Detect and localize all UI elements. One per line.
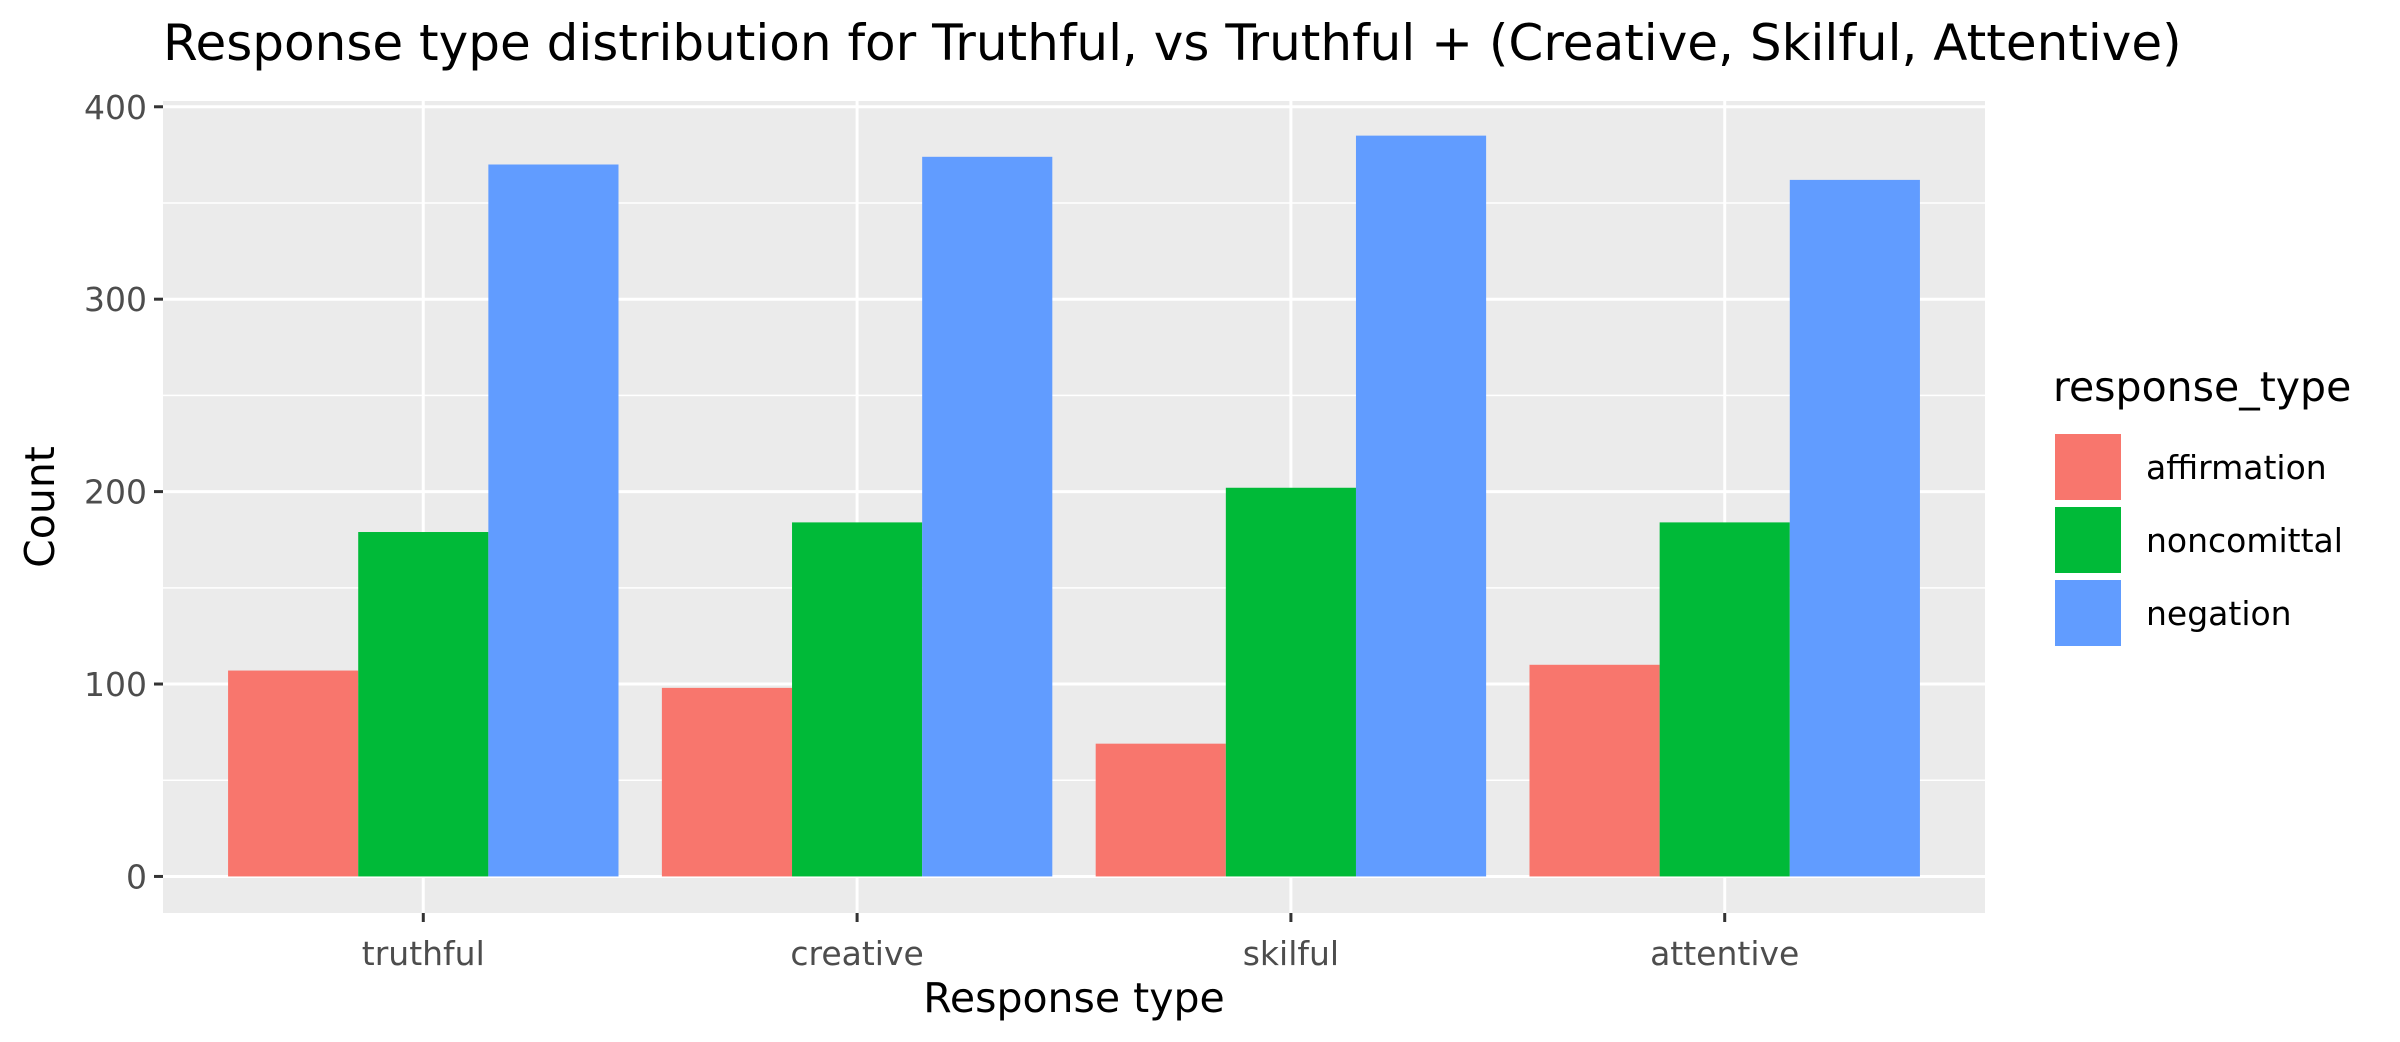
bar-noncomittal-creative <box>792 522 923 877</box>
bar-affirmation-creative <box>661 687 793 877</box>
bar-negation-attentive <box>1789 179 1920 877</box>
y-tick-label: 0 <box>126 857 147 896</box>
legend-label-noncomittal: noncomittal <box>2146 521 2343 560</box>
x-tick-label: creative <box>790 934 923 973</box>
legend-swatch-negation <box>2055 580 2121 646</box>
bar-noncomittal-skilful <box>1225 487 1356 877</box>
bar-affirmation-attentive <box>1529 664 1660 877</box>
legend-label-affirmation: affirmation <box>2146 448 2327 487</box>
chart-title: Response type distribution for Truthful,… <box>163 14 2182 72</box>
y-axis: 0 100 200 300 400 <box>84 88 163 896</box>
bar-noncomittal-attentive <box>1659 522 1790 877</box>
bar-negation-skilful <box>1355 135 1487 877</box>
legend-title: response_type <box>2053 363 2351 411</box>
x-tick-label: attentive <box>1650 934 1799 973</box>
legend: response_type affirmation noncomittal nega… <box>2053 363 2351 648</box>
legend-label-negation: negation <box>2146 594 2292 633</box>
bar-affirmation-truthful <box>228 670 359 877</box>
bar-affirmation-skilful <box>1095 743 1226 877</box>
x-tick-label: skilful <box>1243 934 1339 973</box>
y-tick-label: 200 <box>84 473 147 512</box>
bar-negation-creative <box>922 156 1053 877</box>
y-axis-title: Count <box>16 446 64 568</box>
y-tick-label: 400 <box>84 88 147 127</box>
x-axis: truthful creative skilful attentive <box>362 913 1799 973</box>
bars <box>228 135 1920 877</box>
legend-swatch-affirmation <box>2055 434 2121 500</box>
legend-swatch-noncomittal <box>2055 507 2121 573</box>
y-tick-label: 100 <box>84 665 147 704</box>
bar-noncomittal-truthful <box>358 532 489 877</box>
x-axis-title: Response type <box>923 974 1225 1022</box>
y-tick-label: 300 <box>84 280 147 319</box>
bar-negation-truthful <box>488 164 619 877</box>
x-tick-label: truthful <box>362 934 485 973</box>
